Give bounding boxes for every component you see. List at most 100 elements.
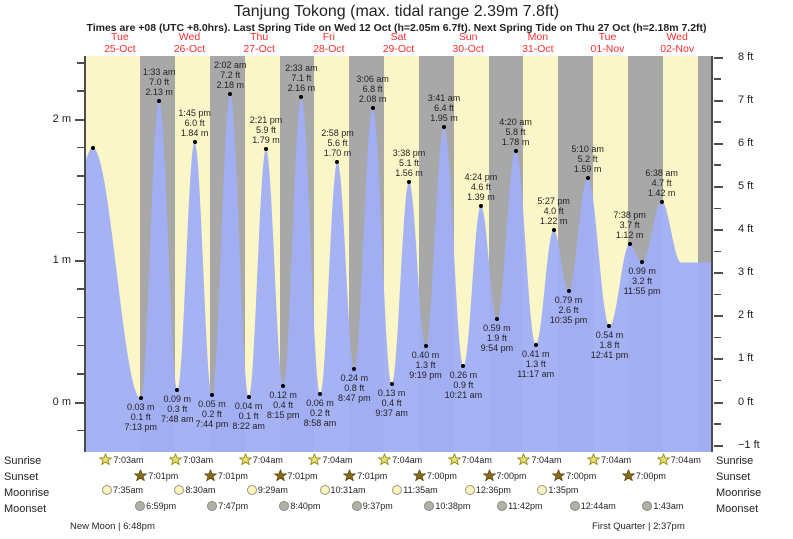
right-axis-line [711,56,713,452]
low-tide-label: 0.79 m 2.6 ft 10:35 pm [541,295,597,325]
tide-label-line: 1.22 m [539,215,568,226]
low-tide-label: 0.40 m 1.3 ft 9:19 pm [398,350,454,380]
tide-label-line: 1:45 pm [178,108,211,119]
moonrise-entry-time: 12:36pm [475,485,511,495]
tide-label-line: 0.4 ft [381,398,402,409]
day-of-week: Mon [527,31,549,43]
moon-icon [246,485,257,495]
tide-label-line: 1.84 m [180,128,209,139]
low-tide-label: 0.06 m 0.2 ft 8:58 am [292,398,348,428]
tide-label-line: 5:10 am [571,143,604,154]
sun-icon [622,469,635,482]
moon-icon [135,501,146,511]
tide-label-line: 5.8 ft [505,126,526,137]
high-tide-marker [299,95,304,99]
sunset-entry: 7:00pm [622,469,666,482]
high-tide-marker [157,99,162,104]
moon-icon [102,485,112,495]
tide-label-line: 2.16 m [287,83,316,93]
moon-icon [207,501,218,511]
low-tide-marker [423,343,428,348]
tide-label-line: 7.2 ft [220,70,241,81]
tide-label-line: 0.3 ft [167,403,188,414]
tide-label-line: 1.78 m [501,136,530,147]
moonrise-entry: 1:35pm [537,485,578,495]
tide-label-line: 0.03 m [127,402,155,413]
left-axis-minor-tick [77,429,84,432]
tide-label-line: 1.8 ft [599,340,620,351]
sunrise-entry-time: 7:04am [601,454,632,465]
high-tide-marker [627,242,632,247]
high-tide-label: 6:38 am 4.7 ft 1.42 m [634,168,690,198]
tide-label-line: 2:58 pm [321,128,354,139]
moon-icon [174,485,185,495]
moon-icon [464,485,475,495]
sunrise-entry-time: 7:04am [252,454,283,465]
high-tide-marker [192,140,197,145]
day-of-week: Sat [390,31,407,43]
moonset-entry: 11:42pm [497,501,542,511]
day-header-31-oct: Mon 31-Oct [503,31,573,55]
right-axis-major-tick [714,401,723,404]
moonset-row-label-left: Moonset [4,503,47,515]
low-tide-label: 0.24 m 0.8 ft 8:47 pm [326,373,382,403]
day-of-week: Tue [598,31,617,43]
tide-label-line: 4.0 ft [543,205,564,216]
sunset-entry: 7:00pm [482,469,527,482]
moonrise-entry: 10:31am [319,485,366,495]
moon-icon [392,485,403,495]
sunset-entry-time: 7:00pm [426,470,457,481]
moonset-entry-time: 6:59pm [146,501,177,511]
tide-label-line: 3:38 pm [392,147,426,158]
tide-label-line: 6.4 ft [433,102,454,113]
moonset-entry-time: 7:47pm [218,501,249,511]
sunrise-entry: 7:04am [447,453,492,466]
tide-label-line: 0.9 ft [453,379,474,390]
high-tide-marker [513,148,518,153]
high-tide-label: 7:38 pm 3.7 ft 1.12 m [602,210,658,240]
tide-label-line: 0.09 m [163,393,192,404]
sun-icon [99,453,113,466]
tide-label-line: 2:21 pm [249,115,283,126]
low-tide-marker [389,382,394,387]
sun-icon [343,469,357,482]
moon-icon [102,485,112,495]
moon-icon [351,501,362,511]
day-of-week: Wed [666,31,688,43]
high-tide-marker [335,160,340,165]
moon-icon [351,501,362,511]
day-date: 28-Oct [313,42,345,55]
low-tide-marker [175,387,180,392]
moonset-entry-time: 12:44am [580,501,616,511]
sunrise-entry: 7:04am [308,453,352,466]
sunset-entry: 7:00pm [552,469,596,482]
sun-icon [134,469,148,482]
low-tide-label: 0.09 m 0.3 ft 7:48 am [149,394,205,424]
moonrise-entry: 8:30am [174,485,215,495]
tide-label-line: 5.2 ft [577,153,598,164]
tide-label-line: 6:38 am [645,167,678,178]
day-of-week: Wed [178,31,201,43]
sunset-entry: 7:01pm [273,469,318,482]
day-header-26-oct: Wed 26-Oct [155,31,225,55]
sunrise-entry: 7:03am [99,453,143,466]
page-subtitle: Times are +08 (UTC +8.0hrs). Last Spring… [86,22,707,34]
day-header-27-oct: Thu 27-Oct [224,31,294,55]
tide-label-line: 8:47 pm [338,392,371,403]
tide-label-line: 1.79 m [252,135,280,146]
moon-icon [424,501,435,511]
right-axis-minor-tick [714,379,721,382]
low-tide-label: 0.99 m 3.2 ft 11:55 pm [614,266,670,296]
day-date: 31-Oct [522,42,554,55]
moon-phase-caption: First Quarter | 2:37pm [592,521,685,532]
moonset-entry: 1:43am [642,501,683,511]
tide-label-line: 2.13 m [145,87,173,98]
sunrise-entry-time: 7:04am [531,454,562,465]
tide-label-line: 2.6 ft [558,304,579,315]
moonrise-entry-time: 10:31am [330,485,366,495]
high-tide-label: 2:21 pm 5.9 ft 1.79 m [238,115,294,145]
high-tide-label: 5:10 am 5.2 ft 1.59 m [560,144,616,174]
moon-icon [464,485,475,495]
tide-label-line: 5:27 pm [537,195,570,206]
